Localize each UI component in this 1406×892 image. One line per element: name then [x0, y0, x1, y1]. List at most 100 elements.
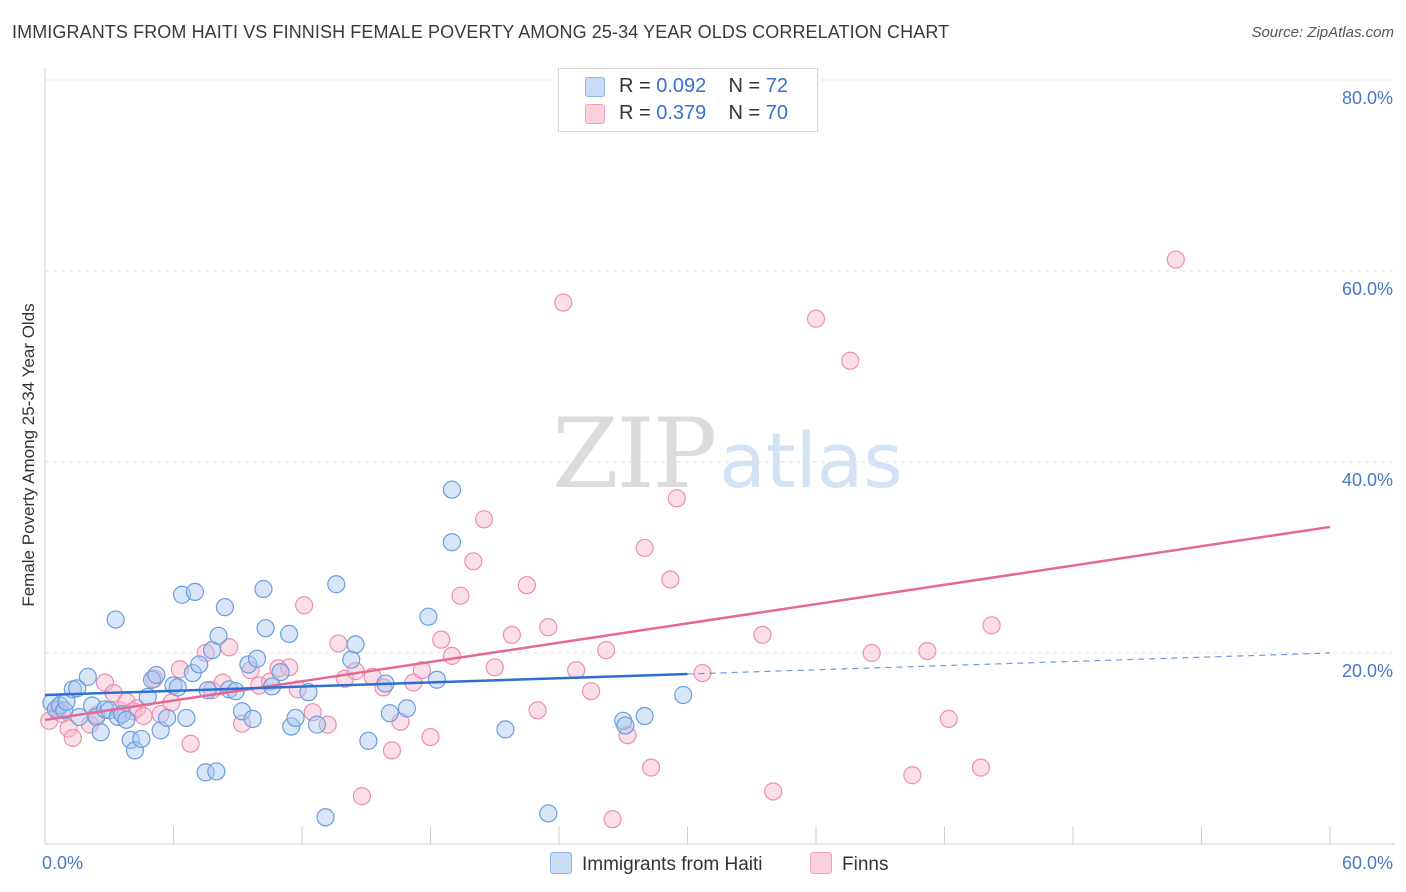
x-tick-label: 0.0% — [42, 853, 83, 873]
haiti-point — [256, 619, 275, 638]
finns-point — [329, 634, 348, 653]
haiti-point — [247, 649, 267, 668]
watermark: ZIPatlas — [552, 398, 903, 510]
legend: R = 0.092 N = 72 R = 0.379 N = 70 — [558, 68, 818, 132]
finns-point — [432, 630, 451, 649]
finns-point — [539, 618, 558, 637]
y-tick-label: 20.0% — [1342, 661, 1393, 681]
haiti-point — [359, 731, 378, 750]
haiti-point — [132, 729, 151, 749]
haiti-point — [91, 723, 110, 742]
haiti-point — [168, 678, 187, 697]
haiti-point — [674, 685, 693, 705]
finns-point — [382, 741, 402, 760]
haiti-point — [157, 708, 177, 728]
watermark-zip: ZIP — [552, 398, 717, 510]
finns-point — [903, 766, 922, 785]
finns-point — [554, 293, 573, 312]
bottom-legend-haiti: Immigrants from Haiti — [550, 852, 763, 876]
finns-point — [464, 552, 483, 571]
legend-swatch-finns — [585, 104, 605, 124]
finns-point — [134, 706, 153, 726]
legend-r-label: R = — [619, 75, 657, 97]
legend-n-value: 72 — [765, 75, 789, 97]
watermark-atlas: atlas — [719, 416, 903, 505]
finns-point — [318, 715, 337, 734]
haiti-point — [271, 662, 290, 682]
finns-point — [442, 646, 462, 665]
finns-point — [451, 586, 470, 605]
haiti-point — [215, 598, 234, 617]
finns-point — [806, 309, 826, 328]
legend-n-label: N = — [728, 102, 766, 124]
y-tick-label: 80.0% — [1342, 88, 1393, 108]
finns-point — [753, 625, 772, 644]
legend-text-haiti: R = 0.092 N = 72 — [619, 75, 788, 98]
finns-point — [213, 673, 232, 692]
haiti-point — [346, 635, 365, 654]
finns-point — [232, 714, 252, 733]
haiti-point — [442, 480, 462, 499]
axes — [44, 68, 1395, 845]
finns-point — [280, 658, 299, 677]
finns-point — [939, 709, 958, 728]
finns-points — [40, 250, 1185, 829]
bottom-legend-label-finns: Finns — [842, 854, 889, 875]
tick-labels: 20.0% 40.0% 60.0% 80.0% 0.0% 60.0% — [42, 88, 1393, 873]
finns-point — [181, 734, 200, 753]
haiti-trend-extension — [687, 652, 1331, 675]
y-tick-label: 60.0% — [1342, 279, 1393, 299]
haiti-point — [442, 533, 462, 552]
haiti-point — [316, 808, 335, 827]
finns-point — [352, 787, 372, 806]
haiti-point — [327, 575, 346, 594]
legend-r-value: 0.379 — [656, 102, 707, 124]
haiti-point — [78, 667, 97, 686]
haiti-point — [299, 683, 318, 702]
haiti-point — [286, 708, 305, 728]
bottom-legend-finns: Finns — [810, 852, 888, 876]
y-axis-title: Female Poverty Among 25-34 Year Olds — [19, 303, 38, 606]
finns-point — [63, 728, 82, 748]
finns-point — [667, 489, 686, 508]
finns-point — [1166, 250, 1185, 269]
legend-r-value: 0.092 — [656, 75, 707, 97]
haiti-point — [342, 650, 361, 669]
finns-point — [597, 641, 616, 660]
bottom-legend-label-haiti: Immigrants from Haiti — [582, 854, 763, 875]
haiti-point — [539, 804, 558, 823]
haiti-point — [427, 670, 447, 689]
haiti-point — [209, 626, 228, 645]
legend-r-label: R = — [619, 102, 657, 124]
haiti-point — [207, 762, 226, 781]
haiti-point — [190, 655, 209, 674]
haiti-point — [616, 716, 635, 735]
finns-point — [474, 510, 494, 529]
trend-lines — [44, 525, 1331, 722]
finns-point — [764, 782, 783, 801]
finns-point — [582, 682, 601, 701]
haiti-point — [147, 665, 166, 685]
finns-point — [971, 758, 991, 777]
finns-point — [918, 641, 937, 661]
finns-point — [517, 576, 536, 595]
haiti-point — [635, 706, 654, 726]
haiti-point — [307, 715, 327, 734]
haiti-point — [254, 579, 273, 599]
haiti-trend-line — [44, 672, 688, 697]
bottom-legend-swatch-haiti — [550, 852, 572, 874]
haiti-point — [280, 624, 299, 644]
legend-swatch-haiti — [585, 77, 605, 97]
haiti-point — [243, 709, 262, 728]
finns-point — [661, 570, 680, 589]
finns-point — [841, 351, 860, 370]
legend-text-finns: R = 0.379 N = 70 — [619, 102, 788, 125]
finns-point — [641, 758, 661, 777]
finns-point — [862, 643, 881, 663]
haiti-point — [106, 610, 125, 629]
haiti-point — [185, 582, 205, 601]
finns-point — [635, 538, 654, 558]
finns-point — [59, 719, 78, 738]
finns-point — [295, 596, 314, 615]
